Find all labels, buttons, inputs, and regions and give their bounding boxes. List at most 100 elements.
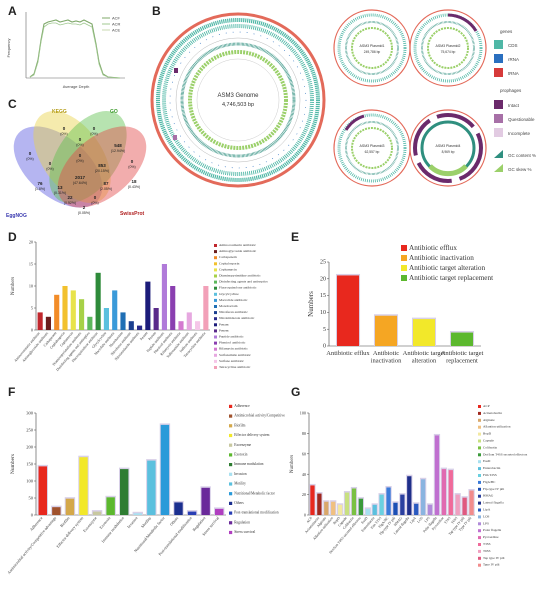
e-y-tick-label: 25 [320,260,326,266]
d-legend-swatch [214,353,217,357]
venn-pct-kegg-go-egg: (1.8%) [35,187,45,191]
venn-label-swissprot: SwissProt [120,211,145,217]
d-legend-label: Penam [219,322,229,326]
g-legend-label: LipA [483,508,491,512]
g-legend-swatch [478,543,481,546]
g-x-tick-label: BopD [332,516,341,525]
d-legend-label: Nitroimidazole antibiotic [219,316,255,320]
f-legend-label: Regulation [234,520,250,524]
f-y-tick-label: 300 [26,411,34,416]
d-legend-label: Sulfonamide antibiotic [219,353,251,357]
e-legend-swatch [401,275,407,281]
g-legend-label: EsaD [483,459,491,463]
panel-g-label: G [291,385,301,399]
g-legend-label: Flp-type IV pili [483,487,504,491]
d-legend-swatch [214,292,217,296]
g-bar [365,508,370,515]
d-x-tick-label: Penam [139,331,148,341]
g-y-tick-label: 0 [304,513,306,518]
d-legend-label: Monobactam [219,304,238,308]
f-bar [120,469,129,515]
f-bar [52,507,61,515]
g-bar [414,503,419,515]
legend-swatch-incomplete [494,128,503,137]
g-y-tick-label: 60 [302,451,306,456]
axis-x-label-a: Average Depth [63,84,90,89]
legend-swatch-intact [494,100,503,109]
legend-swatch-cds [494,40,503,49]
panel-f: F 0 50 100 150 200 250 300 Numbers Adherence Anti… [0,385,285,593]
venn-pct-egg-only: (0%) [26,157,33,161]
g-legend-swatch [478,460,481,464]
d-bar [195,321,201,330]
e-legend-swatch [401,245,407,251]
venn-label-go: GO [110,109,118,115]
venn-count-kegg-egg-swiss: 87 [103,181,109,186]
d-bar [54,294,60,330]
f-bar [92,511,102,515]
g-legend-swatch [478,446,481,450]
d-legend-label: Phenicol antibiotic [219,341,246,345]
g-legend-swatch [478,439,481,443]
f-bar [106,497,115,515]
d-bar [103,308,109,330]
d-legend-swatch [214,366,217,369]
f-legend-swatch [229,511,233,515]
d-legend-label: Diaminopyrimidine antibiotic [219,274,261,278]
d-legend-label: Carbapenem [219,255,237,259]
f-bar [160,424,170,515]
legend-gc-skew: GC skew % [508,167,532,172]
f-legend-swatch [229,530,233,535]
d-legend-swatch [214,250,217,254]
e-y-tick-label: 10 [320,310,326,316]
d-bar [178,321,184,330]
d-bar [70,290,76,330]
g-legend-swatch [478,425,481,429]
d-legend-swatch [214,268,217,272]
plasmid-3-title: ASM3 Plasmid3 [360,144,385,148]
e-bar [336,275,360,346]
d-y-tick-label: 10 [29,284,33,289]
g-legend-label: Fim T2SS [483,473,497,477]
g-legend-label: Acinetobactin [483,411,502,415]
e-legend-label: Antibiotic target replacement [409,274,493,282]
g-legend-label: HMAG [483,494,494,498]
g-legend-label: Colibactin [483,445,497,449]
g-legend-label: T3SS [483,542,491,546]
d-legend-swatch [214,323,217,327]
f-legend-label: Exotoxin [234,453,247,457]
f-bar [187,511,197,515]
plasmid-2-size: 75,674 bp [441,50,456,54]
f-legend-swatch [229,463,233,467]
d-legend-label: Penem [219,328,229,332]
f-legend-label: Adherence [234,404,250,408]
g-legend-label: Pyoverdine [483,535,499,539]
d-y-tick-label: 0 [31,328,33,333]
venn-pct-misc: (0%) [91,201,98,205]
f-legend-swatch [229,492,233,496]
d-legend-label: Peptide antibiotic [219,335,244,339]
d-bar [120,312,126,330]
f-bar [174,502,183,515]
e-x-tick-label: Antibiotic target [403,350,446,357]
d-bar [153,308,159,330]
vf-category-chart: 0 50 100 150 200 250 300 Numbers Adherence Antimi… [6,404,285,575]
f-legend-label: Invasion [234,472,247,476]
d-legend-label: Disinfecting agents and antiseptics [219,280,268,284]
f-y-tick-label: 150 [26,462,34,467]
venn-count-kegg-go-egg: 76 [37,181,43,186]
d-legend-swatch [214,341,217,345]
f-y-tick-label: 200 [26,445,34,450]
g-legend-swatch [478,480,481,484]
genome-circle-map: ASM3 Genome 4,746,503 bp [150,12,326,188]
f-legend-swatch [229,414,233,418]
f-x-tick-label: Others [169,515,180,527]
genome-legend: genes CDS rRNA tRNA prophages Intact Que… [494,29,536,172]
depth-curve-2 [29,22,121,79]
plasmid-3-map: ASM3 Plasmid3 62,557 bp [333,109,411,187]
g-bar [407,476,412,515]
f-legend-label: Effector delivery system [234,433,269,437]
f-legend-swatch [229,501,233,505]
panel-g: G 0 20 40 60 80 100 Numbers ACP Acinetobactin Alg… [285,385,550,593]
f-legend-label: Immune modulation [234,462,263,466]
